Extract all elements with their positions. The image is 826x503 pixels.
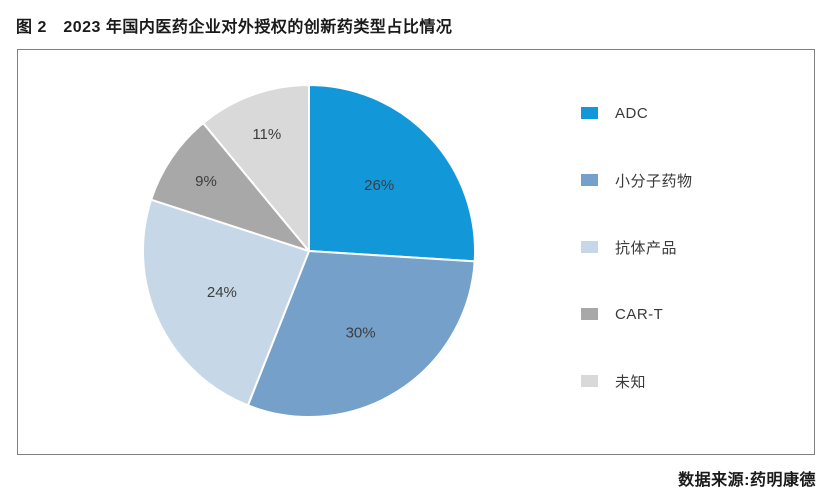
legend-label-small-molecule: 小分子药物 xyxy=(615,172,693,190)
legend-item-antibody: 抗体产品 xyxy=(581,240,693,257)
legend-item-unknown: 未知 xyxy=(581,374,693,391)
pie-slice-adc xyxy=(308,84,476,263)
legend-swatch-antibody xyxy=(581,241,598,253)
pie-slice-label-adc: 26% xyxy=(364,177,394,194)
legend-swatch-small-molecule xyxy=(581,174,598,186)
legend-swatch-unknown xyxy=(581,375,598,387)
pie-slice-label-antibody: 24% xyxy=(207,284,237,301)
legend: ADC 小分子药物抗体产品 CAR-T 未知 xyxy=(581,104,693,391)
pie-slice-label-small-molecule: 30% xyxy=(346,324,376,341)
figure-title: 图 2 2023 年国内医药企业对外授权的创新药类型占比情况 xyxy=(16,19,453,36)
pie-slice-small-molecule xyxy=(246,250,476,418)
legend-item-small-molecule: 小分子药物 xyxy=(581,173,693,190)
legend-label-antibody: 抗体产品 xyxy=(615,239,678,257)
legend-label-car-t: CAR-T xyxy=(615,305,664,323)
pie-slice-unknown xyxy=(202,84,310,252)
legend-item-car-t: CAR-T xyxy=(581,305,693,323)
pie-slice-car-t xyxy=(150,122,310,252)
legend-label-unknown: 未知 xyxy=(615,373,647,391)
pie-slice-label-unknown: 11% xyxy=(252,126,281,143)
pie-slice-antibody xyxy=(141,198,310,407)
data-source: 数据来源:药明康德 xyxy=(678,472,816,489)
chart-area: 26% 30% 24% 9% 11% ADC 小分子药物抗体产品 CAR-T 未知 xyxy=(17,49,815,455)
legend-swatch-car-t xyxy=(581,308,598,320)
pie-slice-label-car-t: 9% xyxy=(195,173,217,190)
legend-label-adc: ADC xyxy=(615,104,649,122)
legend-swatch-adc xyxy=(581,107,598,119)
pie-chart: 26% 30% 24% 9% 11% xyxy=(141,84,476,418)
legend-item-adc: ADC xyxy=(581,104,693,122)
